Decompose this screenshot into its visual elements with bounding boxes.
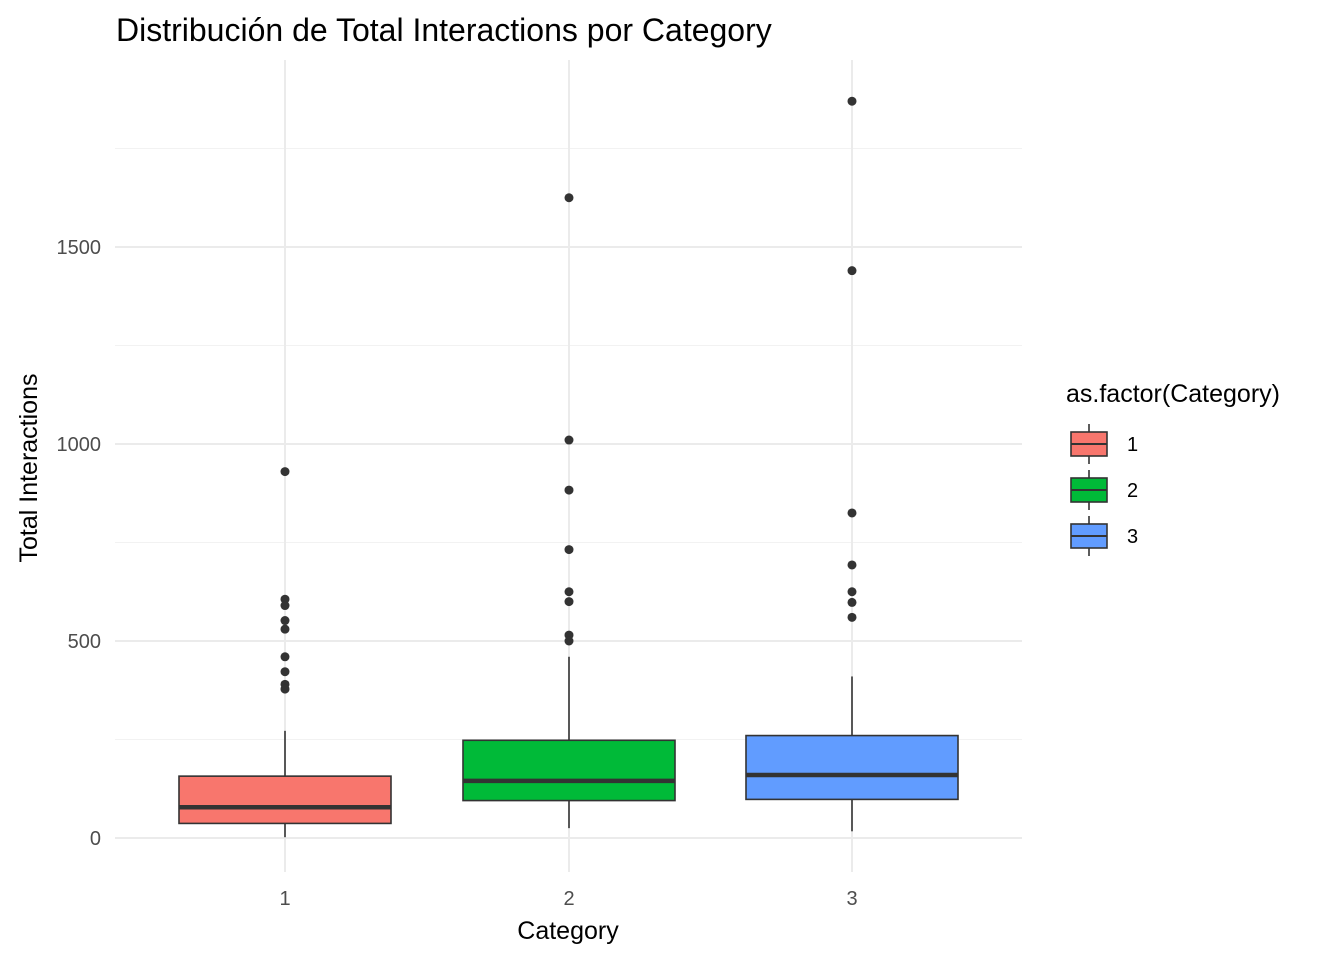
legend-item-3: 3 [1070,516,1138,556]
y-tick-label: 0 [90,828,101,850]
outlier-point [280,684,290,694]
outlier-point [564,485,574,495]
outlier-point [847,96,857,106]
y-tick-label: 1000 [57,434,102,456]
box [462,739,676,802]
outlier-point [847,597,857,607]
outlier-point [564,597,574,607]
outlier-point [847,266,857,276]
x-tick-label: 3 [846,888,857,910]
outlier-point [564,636,574,646]
outlier-point [564,435,574,445]
chart-title: Distribución de Total Interactions por C… [116,12,772,48]
outlier-point [280,467,290,477]
outlier-point [564,193,574,203]
box-category-3 [745,96,959,832]
y-axis-title: Total Interactions [15,374,43,563]
outlier-point [847,587,857,597]
legend-label: 1 [1127,434,1138,456]
legend: as.factor(Category) 1 2 3 [1066,380,1280,556]
box [745,734,959,801]
legend-item-1: 1 [1070,424,1138,464]
legend-label: 2 [1127,480,1138,502]
legend-items: 1 2 3 [1070,424,1138,556]
x-axis-ticks: 1 2 3 [279,888,857,910]
y-axis-ticks: 0 500 1000 1500 [57,237,102,850]
box [178,775,392,825]
outlier-point [280,594,290,604]
x-tick-label: 2 [563,888,574,910]
legend-label: 3 [1127,526,1138,548]
legend-item-2: 2 [1070,470,1138,510]
outlier-point [280,652,290,662]
box-category-1 [178,467,392,838]
outlier-point [280,624,290,634]
outlier-point [564,587,574,597]
y-tick-label: 500 [68,631,101,653]
legend-title: as.factor(Category) [1066,380,1280,408]
outlier-point [280,616,290,626]
outlier-point [280,667,290,677]
outlier-point [564,545,574,555]
y-tick-label: 1500 [57,237,102,259]
outlier-point [280,601,290,611]
boxes [178,96,959,838]
x-axis-title: Category [517,917,619,945]
outlier-point [847,508,857,518]
outlier-point [847,560,857,570]
box-category-2 [462,193,676,829]
outlier-point [847,612,857,622]
x-tick-label: 1 [279,888,290,910]
